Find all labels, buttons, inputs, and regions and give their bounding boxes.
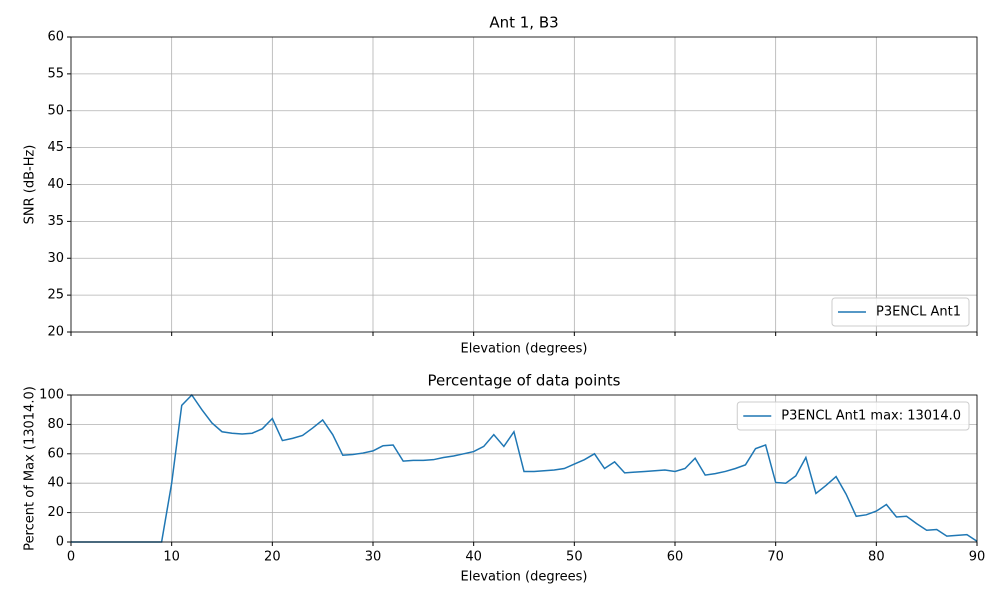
y-tick-label: 25 [47, 288, 64, 303]
x-tick-label: 40 [465, 550, 482, 565]
y-tick-label: 40 [47, 177, 64, 192]
y-tick-label: 100 [39, 388, 64, 403]
chart-title: Percentage of data points [427, 372, 620, 390]
x-tick-label: 80 [868, 550, 885, 565]
x-tick-label: 30 [365, 550, 382, 565]
x-axis-label: Elevation (degrees) [461, 342, 588, 357]
y-axis-label: Percent of Max (13014.0) [23, 386, 38, 551]
y-tick-label: 20 [47, 505, 64, 520]
x-tick-label: 20 [264, 550, 281, 565]
y-tick-label: 60 [47, 446, 64, 461]
y-tick-label: 20 [47, 325, 64, 340]
y-tick-label: 80 [47, 417, 64, 432]
y-tick-label: 30 [47, 251, 64, 266]
x-tick-label: 70 [767, 550, 784, 565]
x-tick-label: 0 [67, 550, 75, 565]
chart-title: Ant 1, B3 [489, 14, 558, 32]
x-tick-label: 10 [163, 550, 180, 565]
y-tick-label: 0 [56, 535, 64, 550]
x-axis-label: Elevation (degrees) [461, 570, 588, 585]
axes-frame [70, 394, 978, 543]
y-tick-label: 45 [47, 140, 64, 155]
x-tick-label: 90 [969, 550, 986, 565]
y-tick-label: 40 [47, 476, 64, 491]
x-tick-label: 50 [566, 550, 583, 565]
axes-frame [70, 36, 978, 333]
y-tick-label: 55 [47, 66, 64, 81]
y-tick-label: 60 [47, 30, 64, 45]
y-tick-label: 35 [47, 214, 64, 229]
y-tick-label: 50 [47, 103, 64, 118]
data-line [71, 393, 978, 543]
legend-label: P3ENCL Ant1 [876, 305, 961, 320]
y-axis-label: SNR (dB-Hz) [23, 145, 38, 225]
legend-box [736, 401, 970, 431]
legend-label: P3ENCL Ant1 max: 13014.0 [781, 409, 961, 424]
x-tick-label: 60 [667, 550, 684, 565]
legend-box [831, 297, 970, 327]
